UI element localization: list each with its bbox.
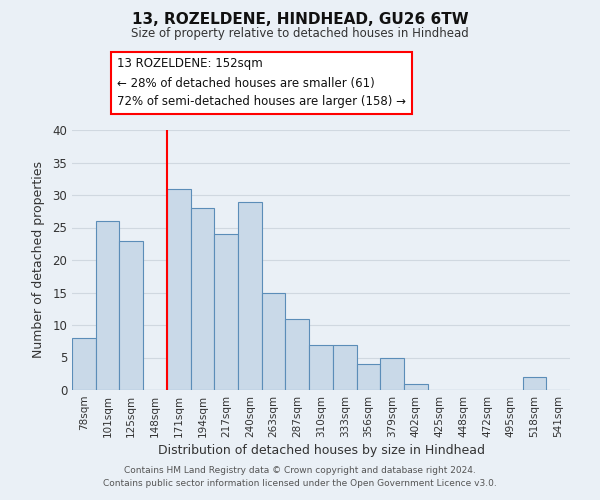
- X-axis label: Distribution of detached houses by size in Hindhead: Distribution of detached houses by size …: [157, 444, 485, 457]
- Bar: [96, 221, 119, 390]
- Bar: [214, 234, 238, 390]
- Bar: [309, 344, 333, 390]
- Bar: [286, 318, 309, 390]
- Bar: [191, 208, 214, 390]
- Bar: [404, 384, 428, 390]
- Text: 13 ROZELDENE: 152sqm
← 28% of detached houses are smaller (61)
72% of semi-detac: 13 ROZELDENE: 152sqm ← 28% of detached h…: [117, 58, 406, 108]
- Bar: [380, 358, 404, 390]
- Bar: [72, 338, 96, 390]
- Y-axis label: Number of detached properties: Number of detached properties: [32, 162, 46, 358]
- Bar: [333, 344, 356, 390]
- Bar: [119, 240, 143, 390]
- Bar: [523, 377, 546, 390]
- Text: Contains HM Land Registry data © Crown copyright and database right 2024.
Contai: Contains HM Land Registry data © Crown c…: [103, 466, 497, 487]
- Bar: [262, 292, 286, 390]
- Text: 13, ROZELDENE, HINDHEAD, GU26 6TW: 13, ROZELDENE, HINDHEAD, GU26 6TW: [131, 12, 469, 28]
- Bar: [167, 188, 191, 390]
- Text: Size of property relative to detached houses in Hindhead: Size of property relative to detached ho…: [131, 28, 469, 40]
- Bar: [356, 364, 380, 390]
- Bar: [238, 202, 262, 390]
